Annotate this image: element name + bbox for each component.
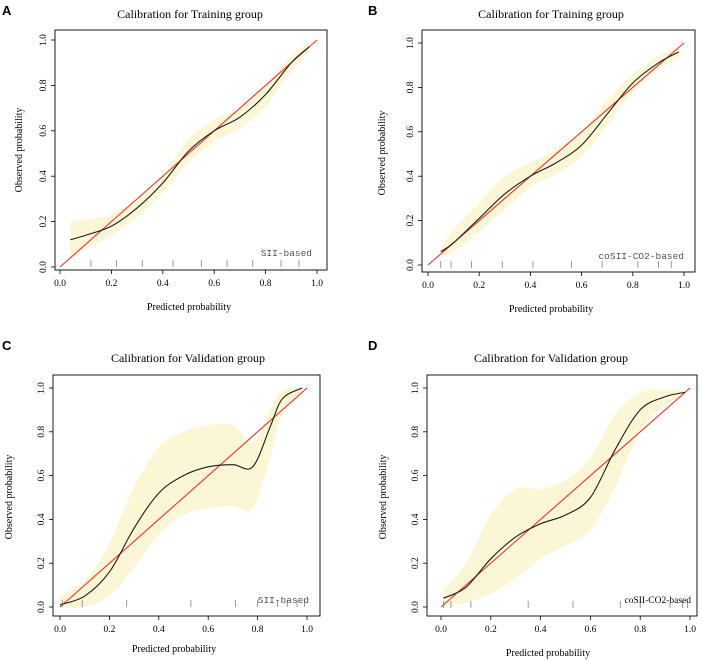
panel-c-x-tick-label-5: 1.0 — [301, 625, 313, 635]
panel-b-y-tick-label-0: 0.0 — [406, 259, 416, 271]
panel-d-model-label: coSII-CO2-based — [625, 596, 692, 606]
panel-a-ylabel: Observed probability — [14, 108, 25, 193]
panel-d-x-tick-label-0: 0.0 — [435, 625, 447, 635]
panel-d-x-tick-label-4: 0.8 — [634, 625, 646, 635]
panel-a-y-tick-label-0: 0.0 — [39, 261, 49, 273]
panel-b-x-tick-label-3: 0.6 — [576, 281, 588, 291]
panel-c-ideal-line — [59, 387, 308, 608]
panel-a-y-tick-label-1: 0.2 — [39, 215, 49, 227]
panel-a-model-label: SII-based — [261, 248, 312, 259]
panel-d-y-tick-label-5: 1.0 — [411, 382, 421, 394]
panel-a-calibration-curve — [70, 46, 310, 241]
panel-a-x-tick-label-5: 1.0 — [311, 279, 323, 289]
panel-b-title: Calibration for Training group — [478, 7, 624, 21]
panel-b-ideal-line — [427, 42, 685, 266]
panel-b-x-tick-label-5: 1.0 — [678, 281, 690, 291]
panel-d-y-tick-label-2: 0.4 — [411, 513, 421, 525]
panel-d-y-tick-label-1: 0.2 — [411, 557, 421, 569]
panel-d-xlabel: Predicted probability — [506, 648, 590, 659]
panel-letter-a: A — [2, 3, 12, 18]
panel-b-y-tick-label-1: 0.2 — [406, 214, 416, 226]
panel-letter-c: C — [2, 338, 12, 353]
panel-d-x-tick-label-3: 0.6 — [584, 625, 596, 635]
panel-a-plot-frame — [54, 29, 328, 271]
panel-a-x-tick-label-4: 0.8 — [260, 279, 272, 289]
panel-c-y-tick-label-0: 0.0 — [37, 601, 47, 613]
panel-c-x-tick-label-2: 0.4 — [153, 625, 165, 635]
panel-c-model-label: SII-based — [258, 595, 309, 606]
panel-d-ideal-line — [440, 387, 691, 608]
panel-d-calibration-curve — [443, 391, 686, 599]
panel-d-y-tick-label-4: 0.8 — [411, 426, 421, 438]
panel-c-calibration-curve — [59, 387, 303, 606]
panel-c-ylabel: Observed probability — [4, 455, 15, 540]
panel-b-x-tick-label-4: 0.8 — [627, 281, 639, 291]
panel-b-ylabel: Observed probability — [377, 111, 388, 196]
panel-d-y-tick-label-3: 0.6 — [411, 469, 421, 481]
panel-a-y-tick-label-2: 0.4 — [39, 170, 49, 182]
panel-b-xlabel: Predicted probability — [509, 304, 593, 315]
panel-b-x-tick-label-0: 0.0 — [422, 281, 434, 291]
panel-c-x-tick-label-0: 0.0 — [54, 625, 66, 635]
panel-b-y-tick-label-4: 0.8 — [406, 81, 416, 93]
panel-c-plot-frame — [52, 374, 321, 617]
panel-d-title: Calibration for Validation group — [474, 351, 628, 365]
panel-a-y-tick-label-3: 0.6 — [39, 125, 49, 137]
panel-c-y-tick-label-4: 0.8 — [37, 426, 47, 438]
panel-b-y-tick-label-5: 1.0 — [406, 37, 416, 49]
panel-a-y-tick-label-4: 0.8 — [39, 79, 49, 91]
panel-d: D Calibration for Validation group Predi… — [368, 338, 698, 659]
panel-a-x-tick-label-1: 0.2 — [105, 279, 117, 289]
panel-c-xlabel: Predicted probability — [132, 644, 216, 655]
panel-b: B Calibration for Training group Predict… — [368, 3, 696, 315]
panel-b-model-label: coSII-CO2-based — [598, 251, 684, 262]
panel-c-x-tick-label-4: 0.8 — [252, 625, 264, 635]
panel-c-y-tick-label-5: 1.0 — [37, 382, 47, 394]
panel-c-x-tick-label-3: 0.6 — [202, 625, 214, 635]
panel-a-x-tick-label-2: 0.4 — [157, 279, 169, 289]
panel-b-y-tick-label-3: 0.6 — [406, 126, 416, 138]
panel-b-x-tick-label-1: 0.2 — [473, 281, 485, 291]
panel-d-x-tick-label-5: 1.0 — [684, 625, 696, 635]
panel-letter-b: B — [368, 3, 377, 18]
panel-d-plot-frame — [426, 374, 698, 617]
panel-a-x-tick-label-3: 0.6 — [208, 279, 220, 289]
panel-b-x-tick-label-2: 0.4 — [524, 281, 536, 291]
panel-d-y-tick-label-0: 0.0 — [411, 601, 421, 613]
panel-a-x-tick-label-0: 0.0 — [54, 279, 66, 289]
panel-c-y-tick-label-3: 0.6 — [37, 469, 47, 481]
panel-a: A Calibration for Training group Predict… — [2, 3, 328, 313]
panel-a-y-tick-label-5: 1.0 — [39, 34, 49, 46]
panel-c-y-tick-label-2: 0.4 — [37, 513, 47, 525]
panel-a-ideal-line — [59, 39, 318, 268]
panel-b-calibration-curve — [440, 51, 680, 253]
panel-d-x-tick-label-2: 0.4 — [535, 625, 547, 635]
panel-c-title: Calibration for Validation group — [111, 351, 265, 365]
panel-d-ylabel: Observed probability — [378, 455, 389, 540]
panel-c: C Calibration for Validation group Predi… — [2, 338, 321, 655]
panel-c-y-tick-label-1: 0.2 — [37, 557, 47, 569]
panel-d-x-tick-label-1: 0.2 — [485, 625, 497, 635]
panel-b-plot-frame — [421, 29, 696, 273]
panel-letter-d: D — [368, 338, 377, 353]
panel-a-xlabel: Predicted probability — [147, 302, 231, 313]
panel-a-title: Calibration for Training group — [117, 7, 263, 21]
panel-c-x-tick-label-1: 0.2 — [103, 625, 115, 635]
panel-b-y-tick-label-2: 0.4 — [406, 170, 416, 182]
